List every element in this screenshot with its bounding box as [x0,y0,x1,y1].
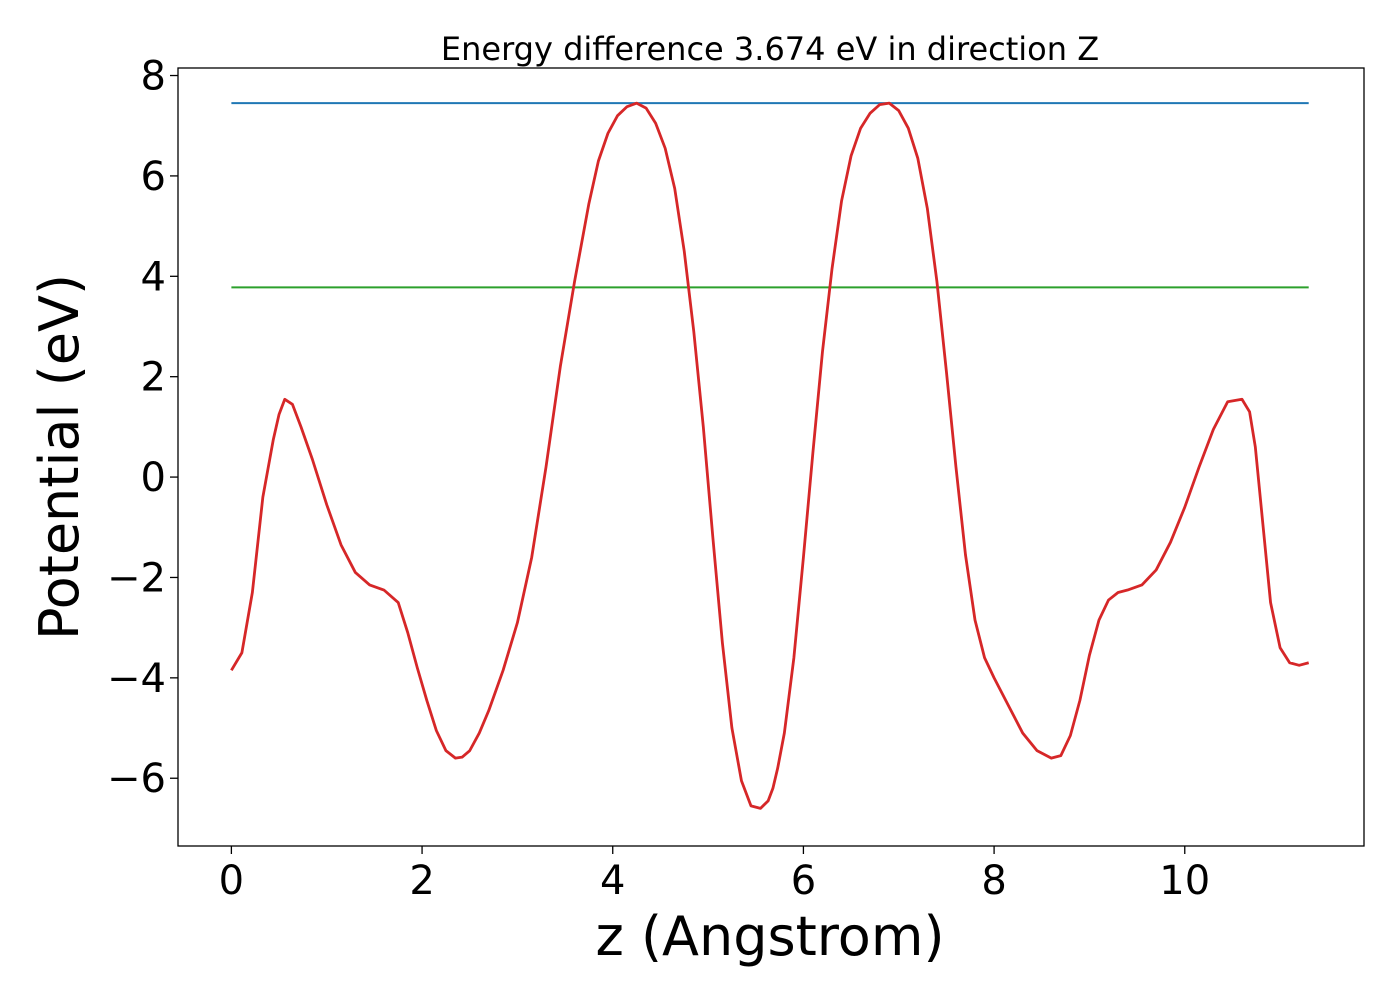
x-tick-label: 10 [1159,858,1210,904]
y-tick-label: 2 [141,355,166,401]
x-axis-label: z (Angstrom) [595,905,944,968]
y-axis-label: Potential (eV) [28,274,91,640]
y-tick-label: 8 [141,54,166,100]
plot-area [230,101,1310,810]
chart-title: Energy difference 3.674 eV in direction … [441,30,1099,68]
series-line-0 [230,101,1310,810]
x-tick-label: 4 [600,858,625,904]
y-tick-label: −4 [107,656,166,702]
y-tick-label: 4 [141,254,166,300]
y-tick-label: −2 [107,555,166,601]
y-tick-label: 0 [141,455,166,501]
plot-frame [177,67,1365,847]
x-axis: 0 2 4 6 8 10 [219,846,1210,904]
x-tick-label: 0 [219,858,244,904]
x-tick-label: 8 [981,858,1006,904]
x-tick-label: 6 [791,858,816,904]
x-tick-label: 2 [409,858,434,904]
y-tick-label: −6 [107,756,166,802]
y-axis: −6 −4 −2 0 2 4 6 8 [107,54,178,802]
y-tick-label: 6 [141,154,166,200]
